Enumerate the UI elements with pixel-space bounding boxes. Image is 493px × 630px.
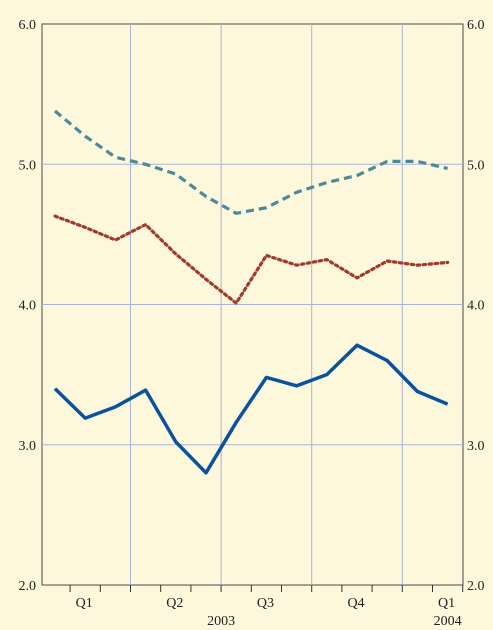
series-line-2-dotted bbox=[53, 214, 450, 305]
y-tick-label-right: 3.0 bbox=[467, 439, 485, 454]
y-tick-label-right: 6.0 bbox=[467, 18, 485, 33]
x-tick-label: Q2 bbox=[166, 596, 183, 611]
x-year-label: 2003 bbox=[207, 614, 235, 629]
x-tick-label: Q1 bbox=[76, 596, 93, 611]
y-tick-label-left: 2.0 bbox=[19, 579, 37, 594]
x-tick-label: Q3 bbox=[257, 596, 274, 611]
x-year-label: 2004 bbox=[434, 614, 462, 629]
x-tick-label: Q4 bbox=[347, 596, 364, 611]
y-tick-label-right: 5.0 bbox=[467, 158, 485, 173]
series-line-1-dashed bbox=[53, 109, 448, 215]
series-line-3-solid bbox=[53, 343, 449, 475]
y-tick-label-left: 4.0 bbox=[19, 299, 37, 314]
y-tick-label-left: 3.0 bbox=[19, 439, 37, 454]
x-tick-label: Q1 bbox=[438, 596, 455, 611]
y-tick-label-right: 4.0 bbox=[467, 299, 485, 314]
y-tick-label-right: 2.0 bbox=[467, 579, 485, 594]
y-tick-label-left: 5.0 bbox=[19, 158, 37, 173]
y-tick-label-left: 6.0 bbox=[19, 18, 37, 33]
series-layer bbox=[53, 109, 450, 475]
axes-layer: 2.0 2.0 3.0 3.0 4.0 4.0 5.0 5.0 6.0 6.0 Q1 Q2 Q3 Q4 Q1… bbox=[19, 18, 485, 629]
gridlines bbox=[42, 24, 463, 585]
